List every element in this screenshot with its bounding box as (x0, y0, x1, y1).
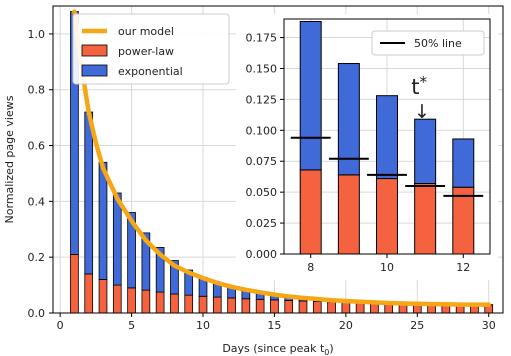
inset-bar-exponential (414, 118, 437, 184)
inset-x-tick-label: 10 (380, 261, 394, 274)
y-tick-label: 0.4 (28, 195, 46, 208)
bar-exponential (155, 247, 165, 293)
y-tick-label: 0.6 (28, 140, 46, 153)
bar-power-law (227, 297, 236, 314)
series-line-our-model (72, 9, 491, 307)
y-tick-label: 1.0 (28, 28, 46, 41)
inset-y-tick-label: 0.175 (246, 32, 278, 45)
inset-x-tick-label: 12 (456, 261, 470, 274)
inset-bar-exponential (299, 20, 322, 171)
bar-power-law (212, 296, 222, 314)
inset-bar-power-law (376, 178, 398, 255)
bar-power-law (298, 300, 308, 314)
bar-power-law (255, 298, 265, 314)
legend-label-our-model: our model (118, 25, 174, 38)
legend: our model power-law exponential (72, 13, 230, 85)
legend-label-power-law: power-law (118, 45, 174, 58)
inset-legend-label-50pct: 50% line (414, 37, 462, 50)
legend-swatch-exponential (81, 64, 108, 77)
inset-x-tick-label: 8 (307, 261, 314, 274)
x-tick-label: 5 (128, 319, 135, 332)
bar-power-law (270, 299, 279, 314)
annotation-arrow: ↓ (414, 101, 430, 123)
inset-bar-power-law (337, 174, 360, 255)
bar-power-law (312, 301, 322, 314)
bar-power-law (355, 302, 365, 314)
bar-exponential (112, 192, 122, 286)
legend-swatch-power-law (81, 44, 108, 57)
y-tick-label: 0.8 (28, 84, 46, 97)
inset-bar-exponential (376, 95, 398, 180)
y-tick-label: 0.0 (28, 307, 46, 320)
x-axis-label: Days (since peak t0) (222, 342, 333, 356)
x-tick-label: 0 (57, 319, 64, 332)
legend-box (72, 13, 230, 85)
bar-power-law (341, 301, 351, 314)
y-tick-label: 0.2 (28, 251, 46, 264)
bar-power-law (70, 253, 79, 314)
bar-exponential (127, 212, 136, 289)
bar-exponential (98, 161, 108, 280)
inset-bar-power-law (299, 169, 322, 255)
bar-power-law (155, 291, 165, 314)
inset-y-tick-label: 0.075 (246, 155, 278, 168)
bar-power-law (327, 301, 336, 314)
x-tick-label: 15 (267, 319, 281, 332)
x-tick-label: 20 (339, 319, 353, 332)
y-axis-label: Normalized page views (3, 95, 16, 223)
plot-frame (52, 5, 504, 314)
bar-power-law (198, 295, 208, 314)
x-tick-label: 30 (482, 319, 496, 332)
inset-legend-box (371, 30, 485, 56)
bar-exponential (170, 260, 179, 295)
bar-power-law (112, 284, 122, 314)
bar-exponential (84, 111, 94, 275)
inset-bar-power-law (452, 186, 475, 255)
inset-bar-power-law (414, 183, 437, 255)
x-tick-label: 10 (196, 319, 210, 332)
inset-y-tick-label: 0.150 (246, 62, 278, 75)
inset-bar-exponential (452, 138, 475, 188)
inset-bar-exponential (337, 63, 360, 176)
inset-y-tick-label: 0.050 (246, 186, 278, 199)
bar-power-law (127, 287, 136, 314)
bar-power-law (284, 300, 294, 314)
inset-y-tick-label: 0.125 (246, 93, 278, 106)
bar-power-law (170, 293, 179, 314)
bar-power-law (141, 289, 151, 314)
inset-y-tick-label: 0.000 (246, 248, 278, 261)
bar-power-law (184, 294, 194, 314)
bar-power-law (84, 273, 94, 314)
inset-y-tick-label: 0.025 (246, 217, 278, 230)
inset-y-tick-label: 0.100 (246, 124, 278, 137)
bar-exponential (141, 232, 151, 291)
legend-label-exponential: exponential (118, 65, 183, 78)
bar-power-law (98, 279, 108, 314)
annotation-t-star: t* (411, 73, 427, 99)
bar-power-law (241, 298, 251, 314)
x-tick-label: 25 (410, 319, 424, 332)
